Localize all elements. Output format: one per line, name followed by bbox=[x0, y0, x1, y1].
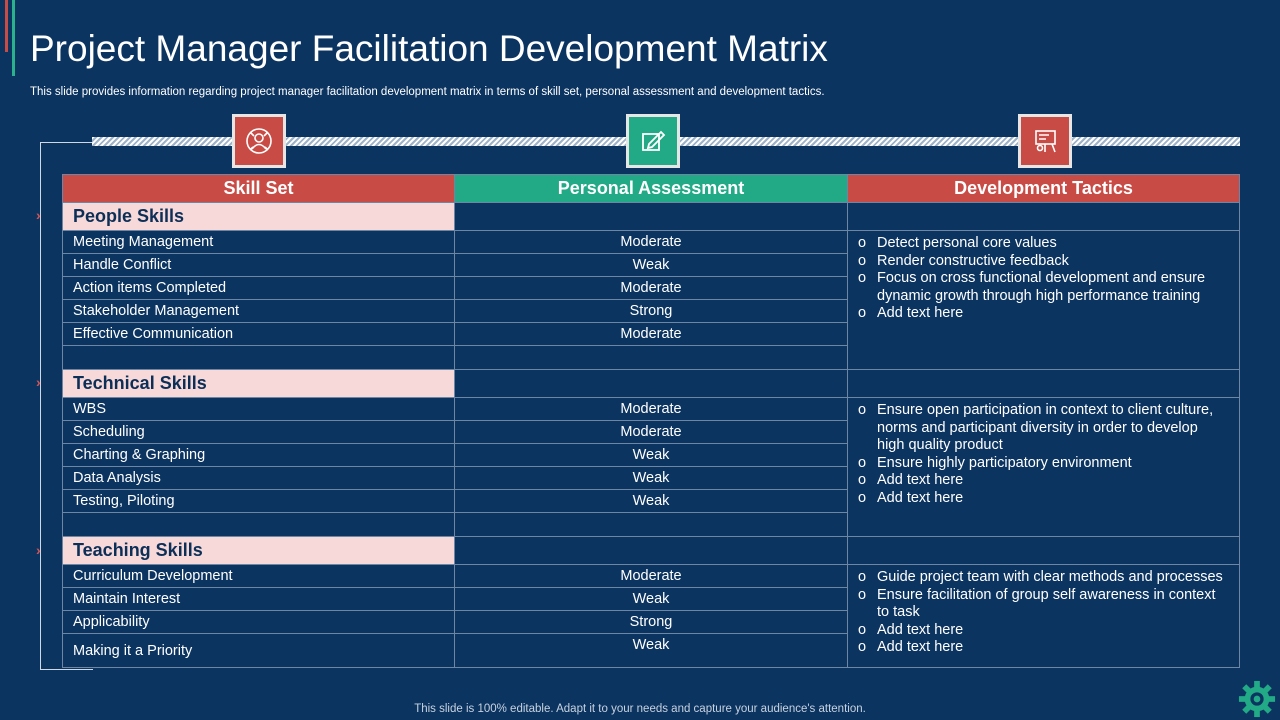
skill-cell: Charting & Graphing bbox=[62, 444, 455, 467]
accent-bar-red bbox=[5, 0, 8, 52]
assessment-cell: Weak bbox=[455, 467, 848, 490]
footer-note: This slide is 100% editable. Adapt it to… bbox=[414, 703, 866, 715]
assessment-cell: Weak bbox=[455, 490, 848, 513]
assessment-cell: Moderate bbox=[455, 421, 848, 444]
tactic-item: Ensure highly participatory environment bbox=[858, 455, 1229, 473]
skill-cell: Making it a Priority bbox=[62, 634, 455, 668]
skill-cell: Testing, Piloting bbox=[62, 490, 455, 513]
header-development-tactics: Development Tactics bbox=[848, 174, 1240, 203]
group-bracket-line bbox=[40, 142, 93, 670]
gear-icon bbox=[1238, 680, 1276, 718]
skill-cell: Applicability bbox=[62, 611, 455, 634]
empty-cell bbox=[455, 513, 848, 537]
tactic-item: Detect personal core values bbox=[858, 235, 1229, 253]
skill-cell: Effective Communication bbox=[62, 323, 455, 346]
tactic-item: Guide project team with clear methods an… bbox=[858, 569, 1229, 587]
tactics-cell-teaching: Guide project team with clear methods an… bbox=[848, 565, 1240, 668]
empty-cell bbox=[455, 537, 848, 565]
tactics-cell-technical: Ensure open participation in context to … bbox=[848, 398, 1240, 537]
empty-cell bbox=[848, 537, 1240, 565]
skill-cell: Maintain Interest bbox=[62, 588, 455, 611]
skill-cell: Meeting Management bbox=[62, 231, 455, 254]
skill-cell: Data Analysis bbox=[62, 467, 455, 490]
tactic-item: Add text here bbox=[858, 639, 1229, 657]
assessment-cell: Moderate bbox=[455, 565, 848, 588]
skill-cell: Curriculum Development bbox=[62, 565, 455, 588]
page-title: Project Manager Facilitation Development… bbox=[30, 28, 828, 69]
tactic-item: Render constructive feedback bbox=[858, 253, 1229, 271]
skill-cell: Action items Completed bbox=[62, 277, 455, 300]
assessment-cell: Weak bbox=[455, 254, 848, 277]
skill-cell: Scheduling bbox=[62, 421, 455, 444]
chevron-right-icon: › bbox=[36, 207, 41, 223]
assessment-edit-icon bbox=[626, 114, 680, 168]
assessment-cell: Strong bbox=[455, 300, 848, 323]
tactic-item: Add text here bbox=[858, 622, 1229, 640]
tactic-item: Focus on cross functional development an… bbox=[858, 270, 1229, 305]
assessment-cell: Weak bbox=[455, 634, 848, 668]
tactics-cell-people: Detect personal core values Render const… bbox=[848, 231, 1240, 370]
tactic-item: Ensure facilitation of group self awaren… bbox=[858, 587, 1229, 622]
chevron-right-icon: › bbox=[36, 542, 41, 558]
assessment-cell: Moderate bbox=[455, 323, 848, 346]
category-people-skills: People Skills bbox=[62, 203, 455, 231]
skill-cell: Stakeholder Management bbox=[62, 300, 455, 323]
tactic-item: Add text here bbox=[858, 305, 1229, 323]
tactics-presentation-icon bbox=[1018, 114, 1072, 168]
assessment-cell: Moderate bbox=[455, 277, 848, 300]
header-skill-set: Skill Set bbox=[62, 174, 455, 203]
tactic-item: Add text here bbox=[858, 490, 1229, 508]
empty-cell bbox=[62, 346, 455, 370]
development-matrix-table: Skill Set Personal Assessment Developmen… bbox=[62, 174, 1240, 668]
empty-cell bbox=[455, 346, 848, 370]
tactic-item: Ensure open participation in context to … bbox=[858, 402, 1229, 455]
page-subtitle: This slide provides information regardin… bbox=[30, 86, 825, 98]
empty-cell bbox=[848, 203, 1240, 231]
empty-cell bbox=[455, 203, 848, 231]
assessment-cell: Moderate bbox=[455, 398, 848, 421]
skill-cell: Handle Conflict bbox=[62, 254, 455, 277]
empty-cell bbox=[848, 370, 1240, 398]
assessment-cell: Moderate bbox=[455, 231, 848, 254]
assessment-cell: Weak bbox=[455, 444, 848, 467]
empty-cell bbox=[455, 370, 848, 398]
chevron-right-icon: › bbox=[36, 374, 41, 390]
empty-cell bbox=[62, 513, 455, 537]
accent-bar-green bbox=[12, 0, 15, 76]
assessment-cell: Strong bbox=[455, 611, 848, 634]
skill-cell: WBS bbox=[62, 398, 455, 421]
tactic-item: Add text here bbox=[858, 472, 1229, 490]
skill-team-icon bbox=[232, 114, 286, 168]
category-technical-skills: Technical Skills bbox=[62, 370, 455, 398]
category-teaching-skills: Teaching Skills bbox=[62, 537, 455, 565]
header-personal-assessment: Personal Assessment bbox=[455, 174, 848, 203]
assessment-cell: Weak bbox=[455, 588, 848, 611]
